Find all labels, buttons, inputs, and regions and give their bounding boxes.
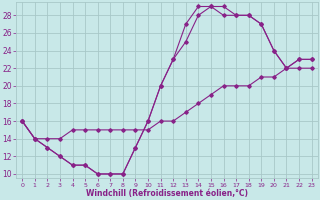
X-axis label: Windchill (Refroidissement éolien,°C): Windchill (Refroidissement éolien,°C) — [86, 189, 248, 198]
